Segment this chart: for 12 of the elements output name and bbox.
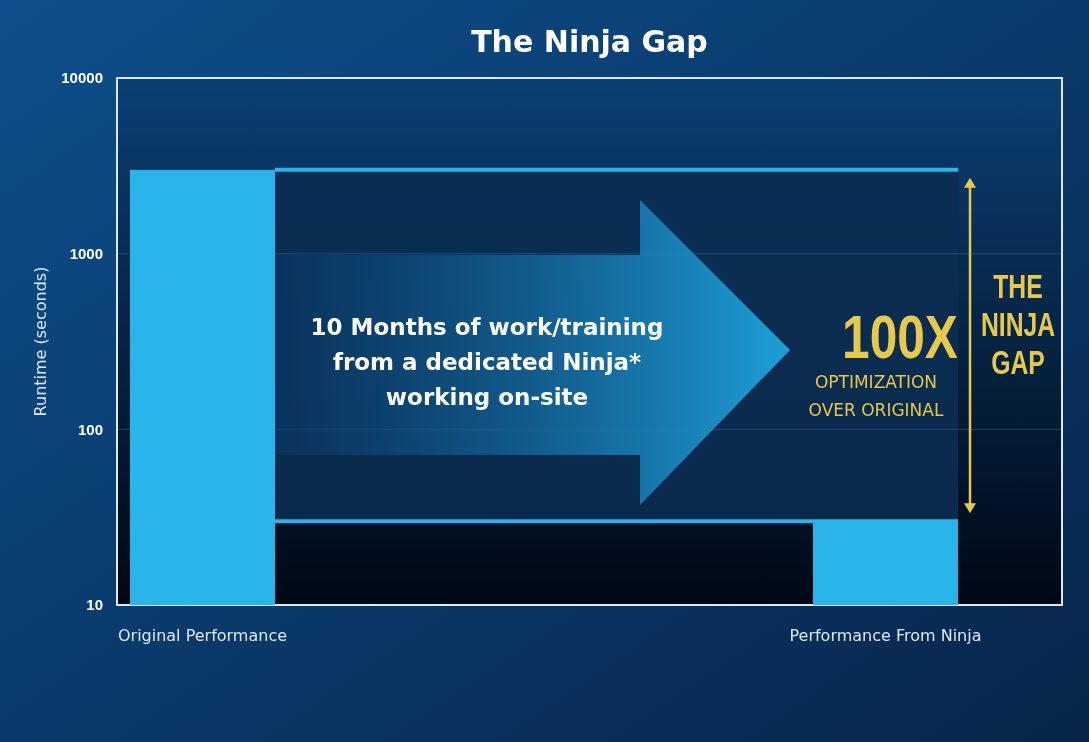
x-tick-label: Performance From Ninja — [789, 626, 982, 645]
y-tick-label: 100 — [77, 420, 103, 438]
chart-title: The Ninja Gap — [471, 24, 708, 59]
x-tick-label: Original Performance — [117, 626, 288, 645]
annotation: 10 Months of work/training from a dedicated Ninja* working on-site — [310, 314, 664, 410]
y-tick-label: 10 — [86, 596, 103, 614]
y-tick-label: 1000 — [69, 244, 103, 262]
y-axis-title: Runtime (seconds) — [31, 266, 50, 417]
annotation: 100X — [842, 301, 958, 372]
annotation: OPTIMIZATION OVER ORIGINAL — [808, 372, 944, 420]
y-tick-label: 10000 — [61, 69, 103, 87]
annotation: THE NINJA GAP — [980, 268, 1056, 381]
